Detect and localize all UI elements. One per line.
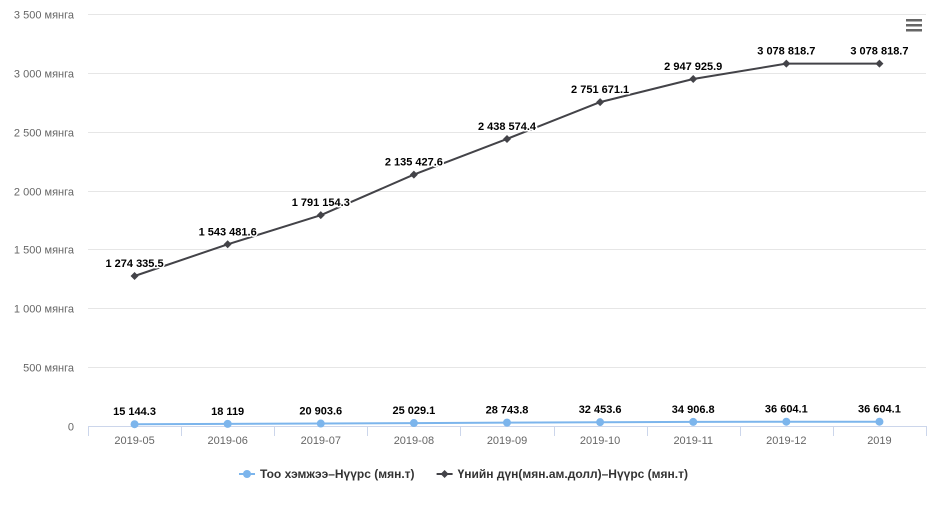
- x-tick-label: 2019-07: [301, 435, 341, 447]
- data-label: 3 078 818.7: [757, 46, 815, 58]
- y-tick-label: 500 мянга: [23, 363, 75, 375]
- x-tick-label: 2019-08: [394, 435, 434, 447]
- data-label: 36 604.1: [765, 404, 808, 416]
- x-tick-label: 2019-11: [673, 435, 713, 447]
- series-0: [130, 417, 884, 429]
- data-point-marker: [875, 417, 884, 426]
- x-tick-label: 2019: [867, 435, 891, 447]
- legend-symbol-marker: [243, 470, 251, 478]
- data-point-marker: [130, 420, 139, 429]
- menu-icon-bar-bottom: [906, 29, 922, 32]
- data-label: 15 144.3: [113, 406, 156, 418]
- data-point-marker: [782, 59, 791, 68]
- data-point-marker: [409, 419, 418, 428]
- menu-icon-bar-top: [906, 19, 922, 22]
- chart-menu-button[interactable]: [904, 16, 924, 34]
- data-point-marker: [689, 74, 698, 83]
- data-point-marker: [503, 418, 511, 427]
- menu-icon-bar-middle: [906, 24, 922, 27]
- x-tick-label: 2019-09: [487, 435, 527, 447]
- y-tick-label: 1 500 мянга: [14, 245, 75, 257]
- legend: Тоо хэмжээ–Нүүрс (мян.т) Үнийн дүн(мян.ам…: [239, 467, 688, 481]
- x-tick-label: 2019-12: [766, 435, 806, 447]
- data-label: 1 274 335.5: [105, 258, 163, 270]
- data-label: 2 947 925.9: [664, 61, 722, 73]
- data-labels: 15 144.3 18 119 20 903.6 25 029.1 28 743.8 32…: [104, 44, 910, 420]
- y-tick-label: 0: [68, 422, 74, 434]
- data-label: 2 438 574.4: [478, 121, 537, 133]
- data-point-marker: [782, 417, 791, 426]
- data-label: 2 751 671.1: [571, 84, 629, 96]
- data-label: 28 743.8: [486, 405, 529, 417]
- gridlines: [88, 14, 926, 368]
- y-tick-label: 1 000 мянга: [14, 304, 75, 316]
- legend-item[interactable]: Тоо хэмжээ–Нүүрс (мян.т): [239, 467, 415, 481]
- data-point-marker: [223, 240, 232, 249]
- data-label: 34 906.8: [672, 404, 715, 416]
- data-point-marker: [223, 419, 232, 428]
- y-tick-label: 2 500 мянга: [14, 128, 75, 140]
- data-label: 20 903.6: [299, 406, 342, 418]
- data-point-marker: [875, 59, 884, 68]
- data-point-marker: [503, 134, 511, 143]
- data-point-marker: [316, 419, 325, 428]
- series-group: [130, 59, 884, 429]
- series-1: [130, 59, 884, 280]
- legend-label: Тоо хэмжээ–Нүүрс (мян.т): [260, 467, 415, 481]
- data-point-marker: [596, 418, 605, 427]
- data-label: 3 078 818.7: [850, 46, 908, 58]
- data-label: 18 119: [211, 406, 244, 418]
- data-label: 25 029.1: [392, 405, 435, 417]
- data-point-marker: [316, 211, 325, 220]
- data-point-marker: [596, 98, 605, 107]
- data-point-marker: [409, 170, 418, 179]
- data-label: 2 135 427.6: [385, 157, 443, 169]
- data-point-marker: [689, 417, 698, 426]
- x-tick-label: 2019-06: [207, 435, 247, 447]
- y-tick-label: 2 000 мянга: [14, 187, 75, 199]
- data-point-marker: [130, 271, 139, 280]
- y-tick-label: 3 500 мянга: [14, 10, 75, 22]
- x-axis: 2019-05 2019-06 2019-07 2019-08 2019-09 2019-…: [88, 426, 927, 447]
- x-tick-label: 2019-05: [114, 435, 154, 447]
- data-label: 1 791 154.3: [292, 197, 350, 209]
- data-label: 36 604.1: [858, 404, 901, 416]
- y-tick-label: 3 000 мянга: [14, 69, 75, 81]
- legend-item[interactable]: Үнийн дүн(мян.ам.долл)–Нүүрс (мян.т): [436, 467, 688, 481]
- legend-symbol-marker: [440, 470, 449, 478]
- hamburger-menu-icon: [906, 19, 922, 32]
- data-label: 32 453.6: [579, 404, 622, 416]
- legend-label: Үнийн дүн(мян.ам.долл)–Нүүрс (мян.т): [458, 467, 688, 481]
- y-axis: 0 500 мянга 1 000 мянга 1 500 мянга 2 000 мя…: [14, 10, 75, 434]
- data-label: 1 543 481.6: [199, 226, 257, 238]
- x-tick-label: 2019-10: [580, 435, 620, 447]
